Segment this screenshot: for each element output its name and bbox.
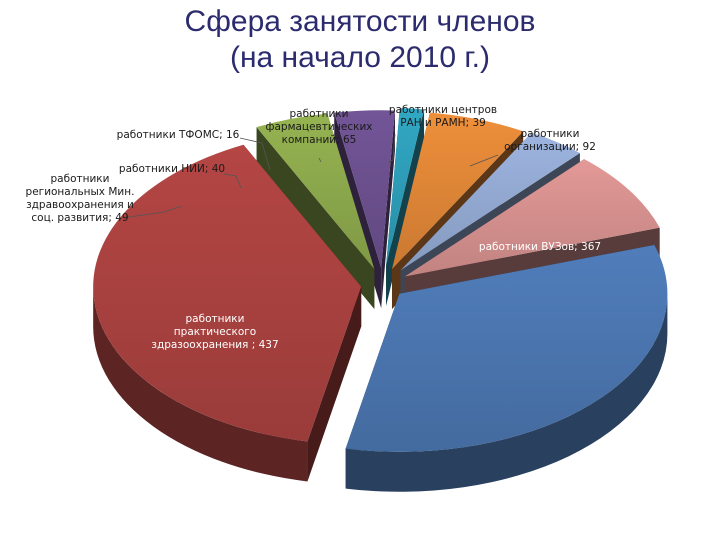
data-label-line: организации; 92 <box>504 141 596 153</box>
pie-slice-6 <box>391 112 524 270</box>
data-label-line: работники НИИ; 40 <box>119 163 225 175</box>
data-label-line: работники <box>186 313 245 325</box>
data-label-6: работники фармацевтических компаний; 65 <box>266 108 373 146</box>
data-label-line: компаний; 65 <box>282 134 357 146</box>
data-label-line: РАН и РАМН; 39 <box>400 117 486 129</box>
data-label-line: работники ВУЗов; 367 <box>479 241 601 253</box>
data-label-4: работники НИИ; 40 <box>119 163 225 175</box>
chart-title-line-1: Сфера занятости членов <box>184 5 536 38</box>
data-label-7: работники центров РАН и РАМН; 39 <box>389 104 497 129</box>
pie-slice-wall <box>256 127 375 310</box>
pie-slice-3 <box>256 113 375 270</box>
data-label-3: работники региональных Мин. здравоохранени… <box>26 173 135 224</box>
pie-slice-5 <box>386 108 425 266</box>
data-label-1: работники ВУЗов; 367 <box>479 241 601 253</box>
data-label-line: здравоохранения и <box>26 199 134 211</box>
data-label-2: работники практического здразоохранения ; … <box>151 313 278 351</box>
pie-slice-wall <box>381 110 395 309</box>
data-label-5: работники ТФОМС; 16 <box>117 129 240 141</box>
leader-line-3 <box>121 205 183 219</box>
data-label-line: здразоохранения ; 437 <box>151 339 278 351</box>
data-label-line: работники <box>521 128 580 140</box>
data-label-8: работники организации; 92 <box>504 128 596 153</box>
chart-title-line-2: (на начало 2010 г.) <box>229 41 491 74</box>
data-label-line: работники ТФОМС; 16 <box>117 129 240 141</box>
pie-slice-wall <box>307 286 362 482</box>
pie-slice-side <box>93 286 308 482</box>
pie-slice-side <box>345 293 668 492</box>
data-label-line: региональных Мин. <box>26 186 135 198</box>
pie-slice-2 <box>93 144 362 442</box>
chart-title: Сфера занятости членов (на начало 2010 г… <box>0 4 720 76</box>
pie-slice-1 <box>345 244 668 452</box>
leader-line-4 <box>223 173 242 189</box>
data-label-line: работники <box>290 108 349 120</box>
pie-slice-8 <box>404 159 660 277</box>
leader-line-6 <box>318 157 322 163</box>
data-label-line: соц. развития; 49 <box>31 212 128 224</box>
pie-slice-4 <box>334 110 395 269</box>
leader-line-7 <box>387 133 396 163</box>
data-label-line: практического <box>174 326 256 338</box>
leader-line-5 <box>239 137 271 171</box>
pie-slice-7 <box>400 132 580 271</box>
leader-line-8 <box>469 154 499 167</box>
data-label-line: работники <box>51 173 110 185</box>
data-label-line: работники центров <box>389 104 497 116</box>
data-label-line: фармацевтических <box>266 121 373 133</box>
